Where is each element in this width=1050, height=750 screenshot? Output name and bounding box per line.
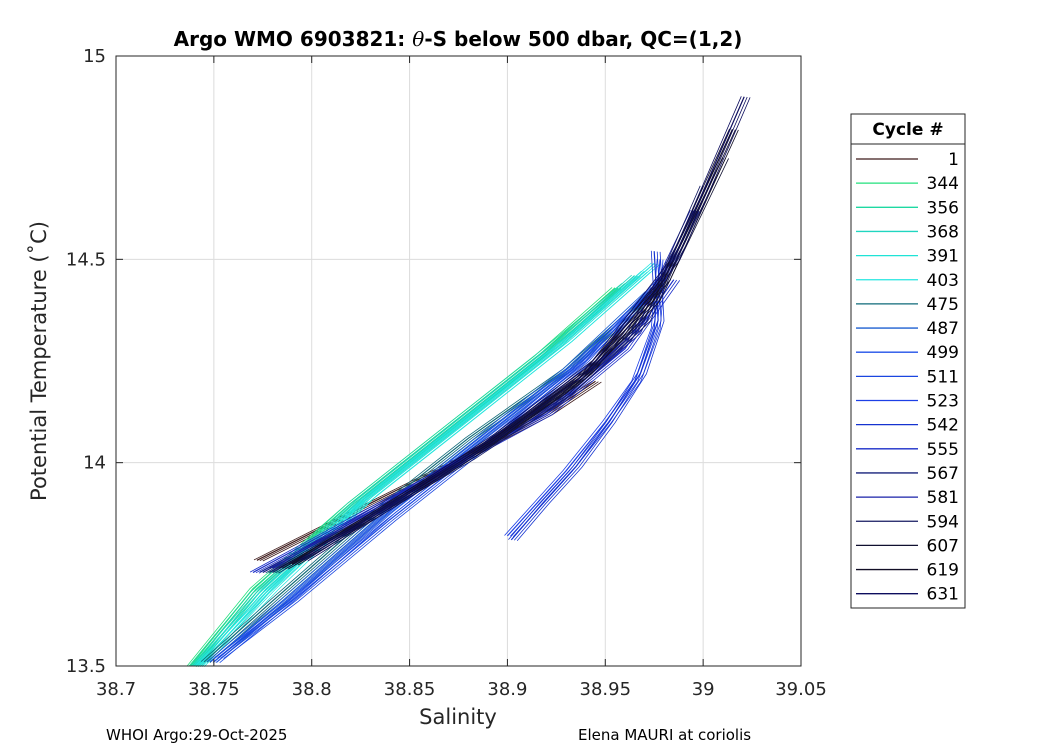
y-tick-labels: 13.5 14 14.5 15 [66, 46, 106, 677]
series-line-511 [217, 279, 661, 659]
legend-label: 499 [927, 343, 959, 363]
legend-entry-499: 499 [856, 343, 959, 363]
x-axis-label: Salinity [419, 705, 497, 729]
legend-entry-1: 1 [856, 150, 959, 170]
legend-label: 475 [927, 295, 959, 315]
y-tick-label: 15 [83, 46, 106, 67]
series-line-511 [223, 280, 667, 659]
y-tick-label: 14 [83, 453, 106, 474]
legend-entry-523: 523 [856, 392, 959, 412]
series-line-356 [189, 283, 623, 666]
legend-entry-368: 368 [856, 222, 959, 242]
x-tick-labels: 38.7 38.75 38.8 38.85 38.9 38.95 39 39.05 [96, 679, 827, 700]
plot-frame [115, 55, 802, 667]
series-631 [298, 96, 751, 562]
legend-entry-487: 487 [856, 319, 959, 339]
series-403 [195, 262, 661, 667]
footer-right: Elena MAURI at coriolis [578, 726, 752, 744]
legend-label: 567 [927, 464, 959, 484]
series-line-403 [200, 263, 658, 667]
legend-entry-356: 356 [856, 198, 959, 218]
x-tick-label: 38.8 [292, 679, 332, 700]
x-tick-label: 38.75 [188, 679, 240, 700]
legend-label: 391 [927, 247, 959, 267]
series-line-631 [307, 97, 751, 562]
legend-entry-567: 567 [856, 464, 959, 484]
x-tick-label: 39.05 [775, 679, 827, 700]
legend-label: 1 [948, 150, 959, 170]
series-line-403 [203, 263, 661, 667]
legend-label: 619 [927, 561, 959, 581]
legend-entry-631: 631 [856, 585, 959, 605]
series-line-368 [191, 274, 632, 666]
x-tick-label: 38.85 [384, 679, 436, 700]
series-line-542 [510, 251, 659, 541]
footer-left: WHOI Argo:29-Oct-2025 [106, 726, 288, 744]
legend-title: Cycle # [872, 120, 943, 140]
legend-label: 581 [927, 488, 959, 508]
legend-label: 344 [927, 174, 959, 194]
legend-entry-594: 594 [856, 512, 959, 532]
legend-entry-581: 581 [856, 488, 959, 508]
legend-label: 368 [927, 222, 959, 242]
legend-label: 631 [927, 585, 959, 605]
series-542 [508, 250, 665, 541]
series-line-356 [194, 283, 629, 667]
series-line-475 [206, 300, 648, 663]
series-line-542 [516, 251, 665, 541]
series-layer [187, 96, 751, 667]
legend-label: 542 [927, 416, 959, 436]
x-tick-label: 39 [692, 679, 715, 700]
series-line-523 [506, 259, 661, 537]
legend-entry-542: 542 [856, 416, 959, 436]
series-line-475 [200, 299, 642, 662]
series-line-356 [191, 283, 626, 667]
legend-label: 403 [927, 271, 959, 291]
legend: Cycle # 1 344 356 368 391 403 475 487 499 511 523 5… [850, 113, 966, 609]
legend-label: 523 [927, 392, 959, 412]
y-tick-label: 14.5 [66, 249, 106, 270]
legend-label: 555 [927, 440, 959, 460]
legend-entry-344: 344 [856, 174, 959, 194]
series-line-523 [504, 258, 658, 536]
series-line-631 [298, 96, 742, 561]
legend-entry-475: 475 [856, 295, 959, 315]
legend-entries: 1 344 356 368 391 403 475 487 499 511 523 542 555 567… [856, 150, 959, 605]
y-axis-label: Potential Temperature (˚C) [27, 221, 51, 501]
y-tick-label: 13.5 [66, 656, 106, 677]
legend-entry-511: 511 [856, 367, 959, 387]
legend-label: 594 [927, 512, 959, 532]
legend-label: 607 [927, 536, 959, 556]
series-line-511 [214, 279, 658, 658]
legend-entry-391: 391 [856, 247, 959, 267]
series-line-631 [304, 96, 748, 561]
legend-box [850, 113, 966, 609]
series-line-403 [197, 262, 655, 667]
x-tick-label: 38.95 [580, 679, 632, 700]
legend-entry-403: 403 [856, 271, 959, 291]
series-line-511 [220, 279, 664, 659]
legend-label: 487 [927, 319, 959, 339]
series-511 [214, 279, 667, 659]
x-tick-label: 38.7 [96, 679, 136, 700]
chart-title: Argo WMO 6903821: θ-S below 500 dbar, QC… [174, 27, 743, 51]
series-line-631 [301, 96, 745, 561]
plot-area [116, 56, 801, 666]
legend-entry-607: 607 [856, 536, 959, 556]
legend-entry-619: 619 [856, 561, 959, 581]
series-line-403 [195, 262, 652, 666]
x-tick-label: 38.9 [487, 679, 527, 700]
axis-ticks [115, 55, 802, 667]
legend-label: 356 [927, 198, 959, 218]
series-line-542 [508, 250, 656, 540]
series-line-542 [513, 251, 662, 541]
legend-label: 511 [927, 367, 959, 387]
legend-entry-555: 555 [856, 440, 959, 460]
